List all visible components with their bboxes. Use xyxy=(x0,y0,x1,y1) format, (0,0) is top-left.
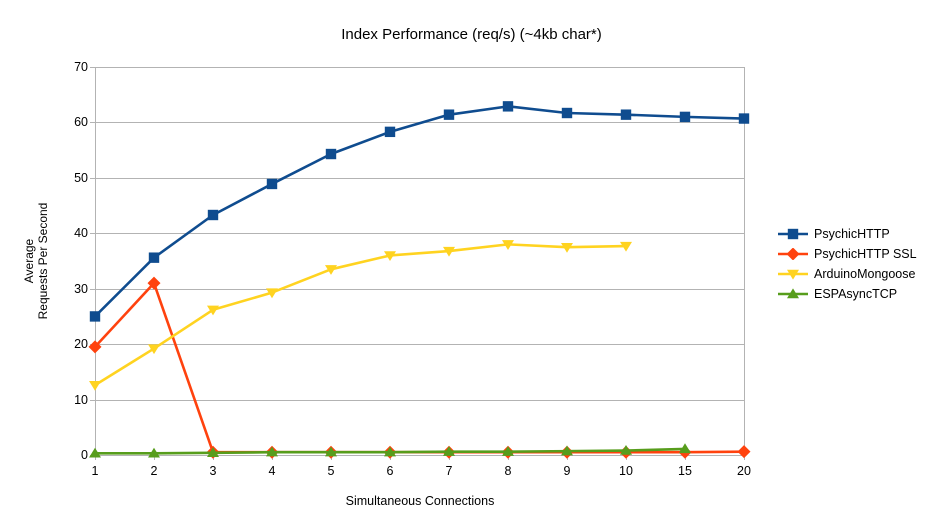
legend-label: PsychicHTTP xyxy=(814,227,890,241)
x-tick-label: 6 xyxy=(386,464,394,478)
x-tick-label: 20 xyxy=(737,464,751,478)
x-tick-label: 1 xyxy=(91,464,99,478)
triangle-up-marker xyxy=(207,447,219,457)
y-tick-label: 0 xyxy=(81,448,88,462)
triangle-up-marker xyxy=(384,446,396,457)
x-tick-label: 4 xyxy=(268,464,276,478)
square-marker xyxy=(266,178,278,190)
x-tick-label: 10 xyxy=(619,464,633,478)
x-tick-label: 7 xyxy=(445,464,453,478)
triangle-up-marker xyxy=(502,446,514,456)
square-marker xyxy=(679,111,691,123)
triangle-up-marker xyxy=(266,446,278,457)
square-marker xyxy=(620,109,632,120)
legend-item: PsychicHTTP xyxy=(778,224,917,244)
y-axis-title: Average Requests Per Second xyxy=(22,203,50,320)
triangle-down-marker xyxy=(325,265,337,275)
diamond-legend-swatch xyxy=(778,248,808,260)
square-marker xyxy=(561,107,573,119)
triangle-down-marker xyxy=(561,242,573,253)
y-tick-label: 70 xyxy=(74,60,88,74)
square-marker xyxy=(443,109,455,120)
square-marker xyxy=(207,209,219,221)
x-tick-label: 9 xyxy=(563,464,571,478)
x-tick-label: 5 xyxy=(327,464,335,478)
legend-label: PsychicHTTP SSL xyxy=(814,247,917,261)
triangle-up-marker xyxy=(325,446,337,457)
y-axis-title-line1: Average xyxy=(22,238,36,284)
series-line-psychichttp-ssl xyxy=(93,281,746,454)
legend: PsychicHTTP PsychicHTTP SSL ArduinoMongoos… xyxy=(778,224,917,304)
y-tick-label: 40 xyxy=(74,226,88,240)
triangle-down-marker xyxy=(620,241,632,252)
x-tick-label: 8 xyxy=(504,464,512,478)
square-marker xyxy=(502,101,514,112)
triangle-up-legend-swatch xyxy=(778,288,808,299)
legend-label: ArduinoMongoose xyxy=(814,267,916,281)
triangle-up-marker xyxy=(679,443,691,454)
triangle-down-marker xyxy=(384,251,396,262)
plot-border xyxy=(95,67,745,456)
y-tick-label: 10 xyxy=(74,393,88,407)
x-axis-title: Simultaneous Connections xyxy=(345,494,495,508)
legend-item: ESPAsyncTCP xyxy=(778,284,917,304)
x-tick-label: 15 xyxy=(678,464,692,478)
square-marker xyxy=(384,126,396,138)
triangle-down-marker xyxy=(207,305,219,316)
legend-item: ArduinoMongoose xyxy=(778,264,917,284)
triangle-up-marker xyxy=(148,447,160,458)
series-line-psychichttp xyxy=(93,105,746,318)
square-marker xyxy=(738,113,750,124)
triangle-down-marker xyxy=(148,344,160,355)
x-tick-label: 3 xyxy=(209,464,217,478)
y-tick-label: 20 xyxy=(74,337,88,351)
y-tick-label: 50 xyxy=(74,171,88,185)
y-tick-label: 60 xyxy=(74,115,88,129)
diamond-marker xyxy=(737,445,751,459)
triangle-down-legend-swatch xyxy=(778,269,808,280)
triangle-down-marker xyxy=(89,380,101,391)
square-marker xyxy=(148,252,160,263)
triangle-up-marker xyxy=(443,446,455,456)
x-tick-label: 2 xyxy=(150,464,158,478)
square-marker xyxy=(89,311,101,322)
triangle-down-marker xyxy=(502,240,514,250)
series-line-arduinomongoose xyxy=(93,243,628,387)
diamond-marker xyxy=(147,276,161,290)
triangle-down-marker xyxy=(266,288,278,299)
diamond-marker xyxy=(88,340,102,354)
y-axis-title-line2: Requests Per Second xyxy=(36,202,50,320)
y-tick-label: 30 xyxy=(74,282,88,296)
triangle-up-marker xyxy=(561,445,573,456)
chart-title: Index Performance (req/s) (~4kb char*) xyxy=(341,26,602,43)
legend-item: PsychicHTTP SSL xyxy=(778,244,917,264)
legend-label: ESPAsyncTCP xyxy=(814,287,898,301)
triangle-up-marker xyxy=(89,447,101,458)
square-legend-swatch xyxy=(778,228,808,240)
triangle-down-marker xyxy=(443,246,455,257)
triangle-up-marker xyxy=(620,444,632,455)
square-marker xyxy=(325,148,337,160)
